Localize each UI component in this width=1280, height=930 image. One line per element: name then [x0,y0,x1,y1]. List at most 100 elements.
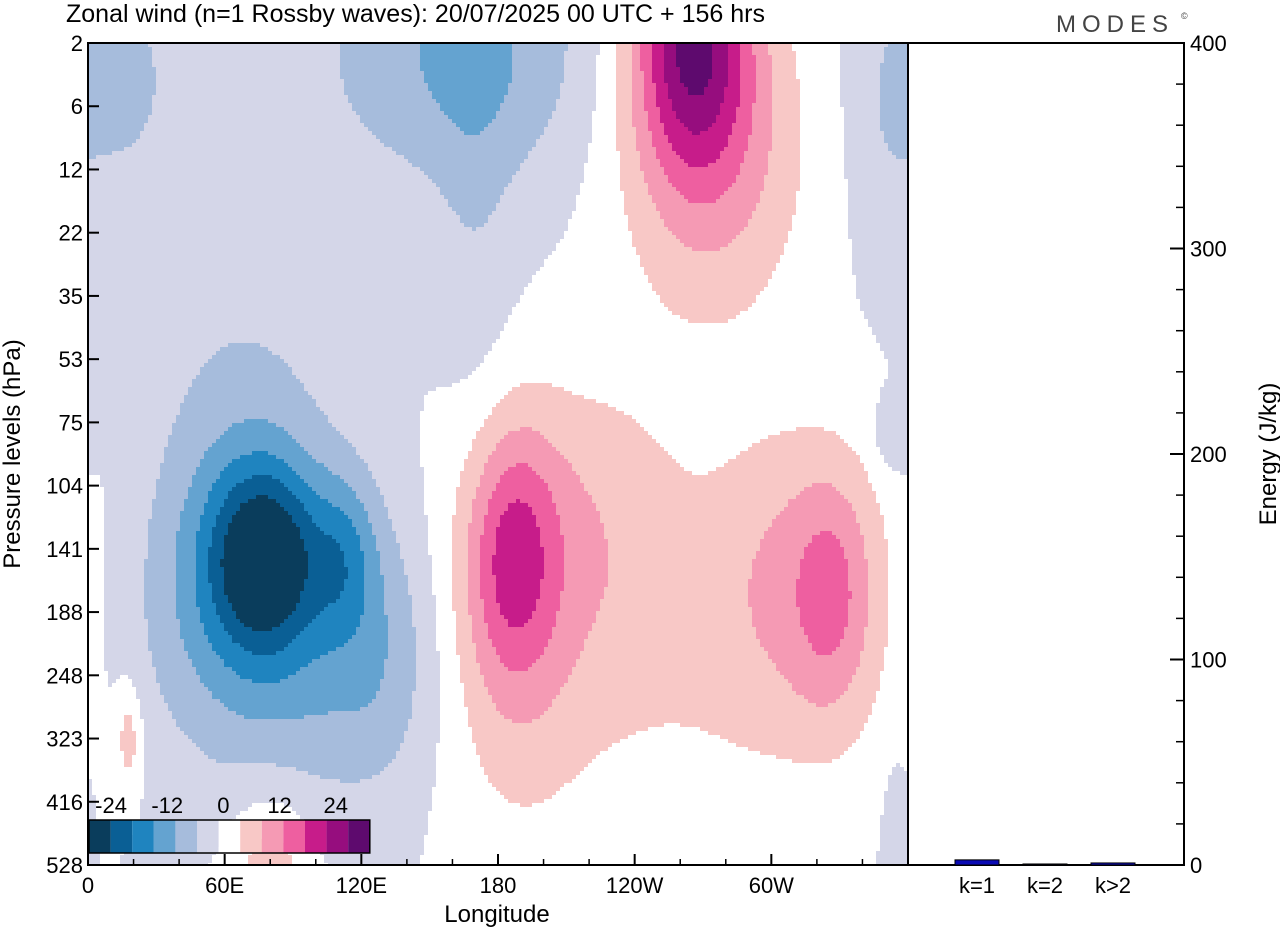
contour-cell [392,527,428,531]
contour-cell [88,463,160,467]
contour-cell [88,443,168,447]
contour-cell [428,175,512,179]
contour-cell [164,699,220,703]
contour-cell [104,623,148,627]
contour-cell [496,579,540,583]
contour-cell [668,87,688,91]
y-axis-label: Pressure levels (hPa) [0,339,26,568]
contour-cell [344,551,364,555]
contour-cell [880,823,908,827]
contour-cell [224,575,308,579]
contour-cell [208,687,380,691]
contour-cell [468,539,480,543]
contour-cell [860,527,884,531]
contour-cell [632,47,640,51]
contour-cell [364,579,384,583]
contour-cell [388,515,428,519]
contour-cell [840,87,880,91]
contour-cell [596,611,752,615]
contour-cell [148,531,176,535]
contour-cell [500,399,596,403]
contour-cell [868,559,888,563]
contour-cell [500,607,536,611]
contour-cell [88,343,228,347]
y-tick-label: 12 [59,157,83,182]
logo-mark: © [1181,11,1188,21]
contour-cell [152,663,192,667]
contour-cell [224,567,308,571]
contour-cell [484,531,496,535]
contour-cell [704,87,724,91]
contour-cell [468,455,488,459]
contour-cell [104,663,152,667]
contour-cell [108,683,112,687]
contour-cell [184,395,312,399]
contour-cell [840,491,876,495]
contour-cell [888,359,908,363]
contour-cell [880,83,908,87]
contour-cell [812,483,832,487]
contour-cell [88,783,92,787]
contour-cell [460,659,476,663]
contour-cell [324,463,368,467]
contour-cell [328,467,368,471]
contour-cell [236,671,296,675]
contour-cell [284,459,316,463]
contour-cell [832,531,860,535]
contour-cell [688,319,728,323]
contour-cell [616,83,632,87]
contour-cell [88,51,152,55]
contour-cell [740,51,752,55]
contour-cell [224,551,308,555]
contour-cell [176,591,196,595]
contour-cell [252,651,276,655]
contour-cell [184,503,204,507]
contour-cell [344,83,428,87]
contour-cell [136,687,160,691]
contour-cell [456,123,488,127]
contour-cell [880,835,908,839]
contour-cell [656,87,668,91]
contour-cell [460,471,484,475]
contour-cell [364,591,384,595]
contour-cell [492,571,544,575]
contour-cell [88,255,548,259]
contour-cell [104,527,148,531]
contour-cell [848,571,868,575]
contour-cell [396,539,428,543]
contour-cell [880,107,908,111]
contour-cell [812,647,836,651]
contour-cell [288,363,480,367]
contour-cell [840,83,880,87]
contour-cell [880,387,908,391]
contour-cell [608,555,756,559]
contour-cell [616,131,636,135]
contour-cell [332,503,364,507]
contour-cell [888,375,908,379]
contour-cell [196,467,224,471]
contour-cell [532,427,644,431]
contour-cell [228,599,300,603]
contour-cell [376,691,412,695]
contour-cell [384,663,416,667]
contour-cell [772,79,800,83]
contour-cell [452,563,468,567]
contour-cell [240,643,288,647]
contour-cell [772,55,796,59]
contour-cell [884,135,908,139]
contour-cell [564,67,596,71]
contour-cell [224,591,300,595]
contour-cell [364,563,380,567]
contour-cell [884,807,908,811]
contour-cell [508,91,560,95]
contour-cell [740,63,756,67]
contour-cell [120,735,136,739]
contour-cell [656,151,676,155]
contour-cell [768,167,800,171]
contour-cell [412,619,436,623]
contour-cell [536,523,560,527]
contour-cell [224,543,304,547]
contour-cell [880,103,908,107]
contour-cell [484,675,568,679]
contour-cell [312,519,352,523]
